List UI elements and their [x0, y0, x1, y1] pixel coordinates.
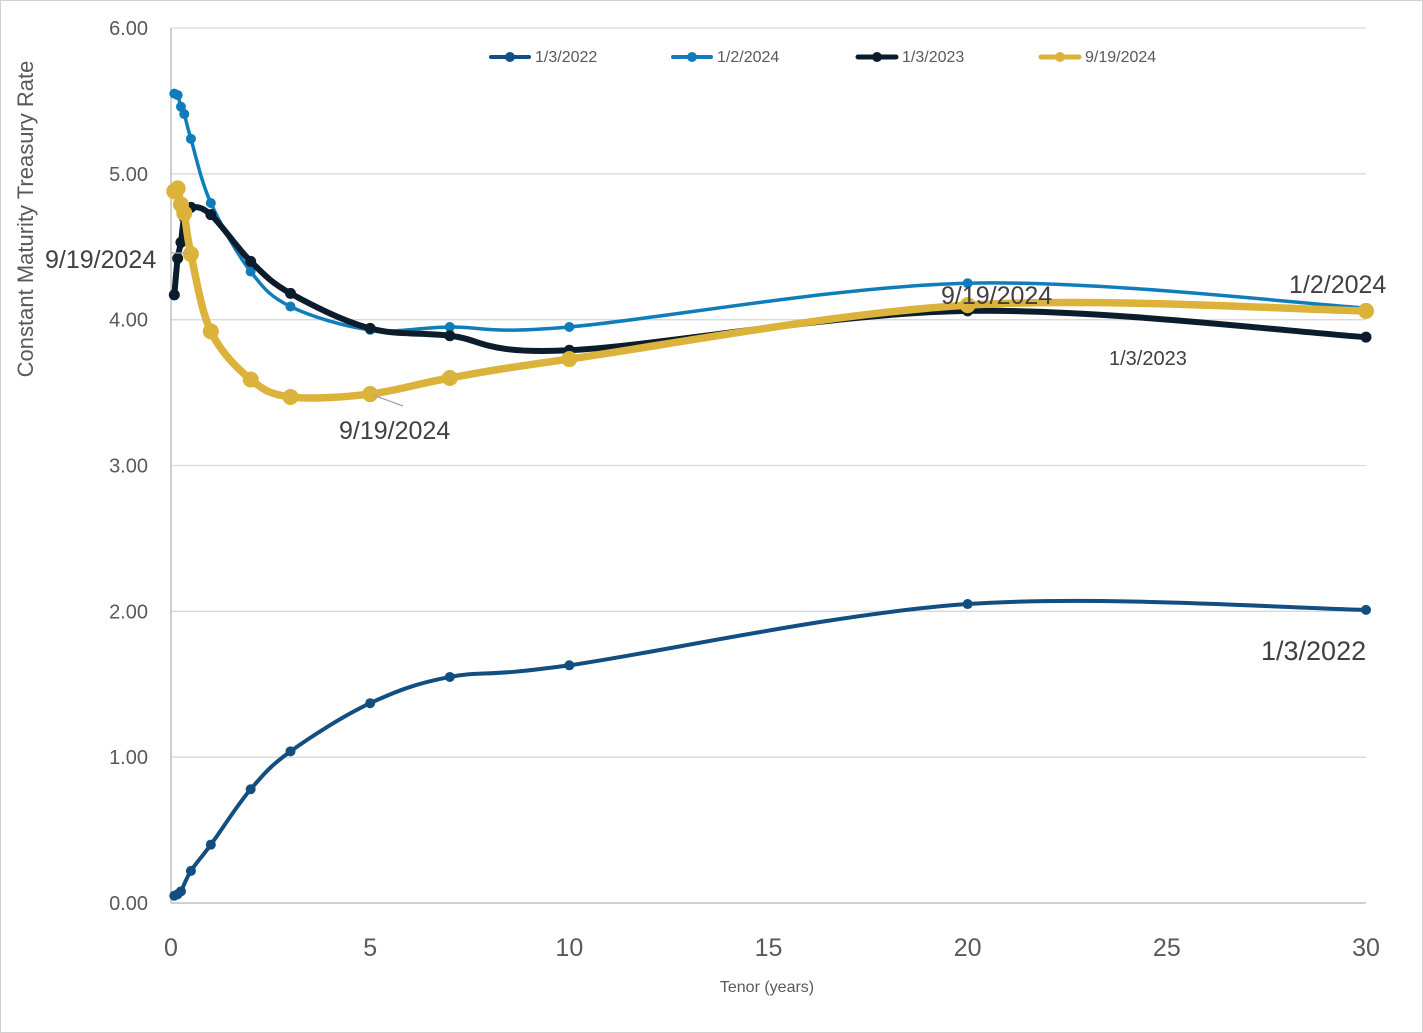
- x-tick-label: 30: [1352, 934, 1380, 962]
- x-tick-label: 20: [954, 934, 982, 962]
- y-tick-label: 5.00: [109, 164, 148, 186]
- y-axis-title: Constant Maturity Treasury Rate: [13, 61, 38, 378]
- x-tick-label: 5: [363, 934, 377, 962]
- legend-item: 1/2/2024: [671, 49, 779, 66]
- data-label: 9/19/2024: [45, 246, 156, 274]
- data-point: [1361, 604, 1371, 615]
- data-point: [364, 322, 376, 334]
- legend-marker: [687, 52, 697, 62]
- axes: 0.00 1.00 2.00 3.00 4.00 5.00 6.00 0 5 10 15 20 25 30: [109, 18, 1380, 962]
- series-line: [172, 91, 1368, 333]
- data-point: [168, 289, 180, 301]
- legend-marker: [505, 52, 515, 62]
- series-9-19-2024: [166, 180, 1374, 405]
- y-tick-label: 2.00: [109, 601, 148, 623]
- data-label: 9/19/2024: [941, 282, 1052, 310]
- data-point: [441, 370, 458, 386]
- data-point: [444, 330, 456, 342]
- data-point: [285, 287, 296, 299]
- data-point: [205, 198, 216, 208]
- annotations: 9/19/2024 9/19/2024 9/19/2024 1/2/2024 1/3/2…: [45, 246, 1386, 666]
- data-point: [202, 323, 219, 340]
- data-point: [564, 660, 575, 671]
- data-point: [172, 90, 183, 101]
- gridlines: [171, 27, 1366, 758]
- data-point: [185, 865, 196, 876]
- data-point: [1358, 302, 1374, 319]
- data-point: [176, 205, 193, 222]
- x-tick-label: 10: [555, 934, 583, 962]
- data-point: [242, 371, 259, 388]
- data-label: 1/3/2023: [1109, 348, 1187, 370]
- x-tick-label: 0: [164, 934, 178, 962]
- data-point: [179, 109, 190, 120]
- data-point: [172, 252, 184, 264]
- legend-label: 9/19/2024: [1085, 49, 1156, 66]
- y-tick-label: 4.00: [109, 310, 148, 332]
- legend-label: 1/2/2024: [717, 49, 779, 66]
- data-point: [444, 671, 455, 682]
- x-tick-label: 15: [755, 934, 783, 962]
- legend: 1/3/2022 1/2/2024 1/3/2023 9/19/2024: [489, 49, 1156, 66]
- data-point: [962, 278, 973, 289]
- data-point: [285, 746, 296, 757]
- legend-marker: [872, 52, 882, 62]
- series-line: [172, 598, 1368, 898]
- legend-item: 9/19/2024: [1038, 49, 1156, 66]
- legend-item: 1/3/2023: [855, 49, 964, 66]
- data-point: [365, 698, 376, 709]
- data-point: [182, 246, 199, 263]
- series-1-3-2022: [169, 598, 1371, 901]
- data-point: [175, 886, 186, 897]
- legend-label: 1/3/2023: [902, 49, 964, 66]
- series-group: [166, 88, 1374, 901]
- data-point: [962, 599, 973, 610]
- legend-item: 1/3/2022: [489, 49, 597, 66]
- data-point: [444, 321, 455, 332]
- data-point: [959, 297, 976, 314]
- data-point: [169, 180, 186, 197]
- data-point: [205, 839, 216, 850]
- y-tick-label: 0.00: [109, 893, 148, 915]
- x-axis-title: Tenor (years): [720, 979, 814, 996]
- data-point: [175, 236, 187, 248]
- y-tick-label: 6.00: [109, 18, 148, 40]
- data-point: [245, 784, 256, 795]
- series-1-3-2023: [168, 201, 1372, 356]
- y-tick-label: 1.00: [109, 747, 148, 769]
- data-point: [362, 386, 379, 403]
- data-label: 1/3/2022: [1261, 636, 1366, 666]
- legend-label: 1/3/2022: [535, 49, 597, 66]
- data-point: [185, 133, 196, 144]
- annotation-leader-line: [372, 394, 404, 407]
- data-label: 1/2/2024: [1289, 271, 1386, 299]
- data-point: [282, 388, 299, 405]
- series-1-2-2024: [169, 88, 1371, 335]
- data-point: [564, 321, 575, 332]
- data-point: [245, 266, 256, 277]
- data-point: [561, 351, 578, 368]
- data-point: [285, 301, 296, 312]
- data-point: [1360, 331, 1372, 343]
- legend-marker: [1055, 52, 1065, 62]
- data-label: 9/19/2024: [339, 417, 450, 445]
- y-tick-label: 3.00: [109, 456, 148, 478]
- data-point: [205, 209, 217, 221]
- x-tick-label: 25: [1153, 934, 1181, 962]
- data-point: [245, 255, 257, 267]
